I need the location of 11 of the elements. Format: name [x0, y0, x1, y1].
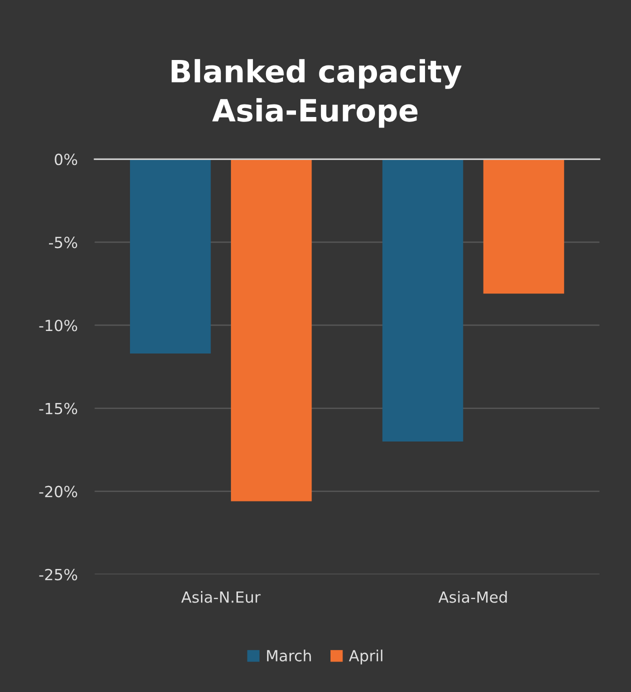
legend-label: April	[348, 650, 382, 664]
y-tick-label: -25%	[39, 568, 78, 580]
y-tick-label: -5%	[48, 236, 78, 248]
y-tick-label: -20%	[39, 486, 78, 498]
y-tick-label: -10%	[39, 320, 78, 332]
x-tick-label: Asia-Med	[438, 591, 507, 603]
x-tick-label: Asia-N.Eur	[181, 591, 261, 603]
y-tick-label: -15%	[39, 402, 78, 414]
y-tick-label: 0%	[54, 154, 78, 166]
legend-label: March	[267, 650, 311, 662]
chart-title: Blanked capacity Asia-Europe	[172, 59, 462, 128]
